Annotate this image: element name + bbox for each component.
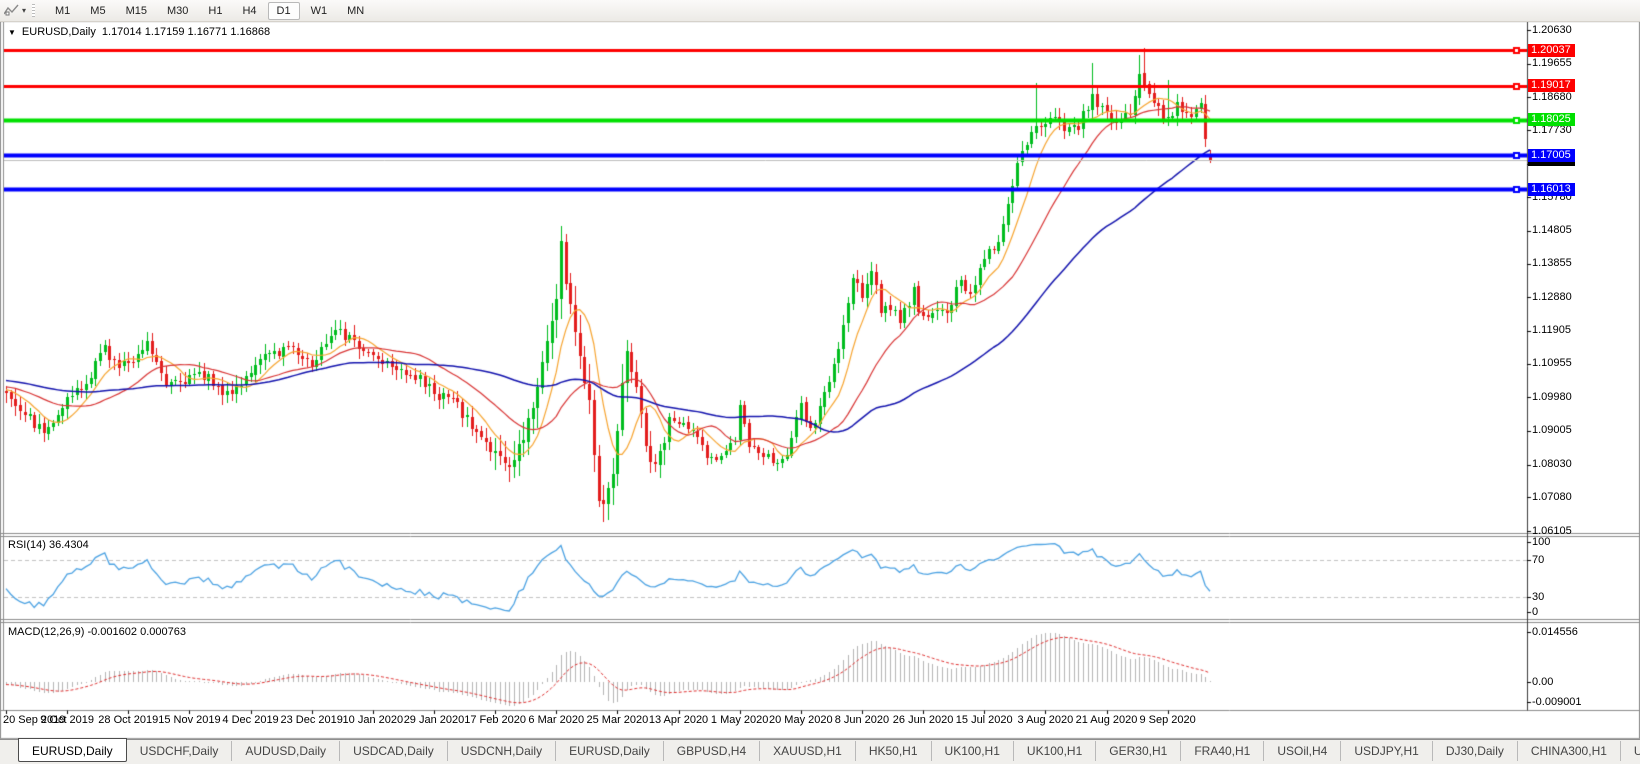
chart-ohlc-readout: 1.17014 1.17159 1.16771 1.16868 [101,26,271,38]
rsi-label: RSI(14) 36.4304 [8,539,89,551]
macd-label: MACD(12,26,9) -0.001602 0.000763 [8,626,186,638]
date-axis-label: 25 Mar 2020 [586,714,649,726]
timeframe-button-m5[interactable]: M5 [90,4,106,17]
line-studies-group: ▾ [0,0,30,21]
price-axis-label: 1.17730 [1532,123,1572,136]
date-axis-label: 3 Aug 2020 [1017,714,1074,726]
price-axis-label: 1.14805 [1532,224,1572,237]
chart-tab[interactable]: USDCHF,Daily [139,744,219,758]
timeframe-button-w1[interactable]: W1 [310,4,328,17]
date-axis-label: 20 May 2020 [768,714,833,726]
price-axis-label: 1.09005 [1532,424,1572,437]
chart-tab-bar: EURUSD,Daily USDCHF,Daily AUDUSD,Daily USDC… [0,738,1640,764]
price-axis-label: 1.12880 [1532,290,1572,303]
rsi-axis-label: 0 [1532,605,1539,618]
level-price-badge: 1.20037 [1528,43,1575,57]
date-axis-label: 28 Oct 2019 [98,714,159,726]
chart-title: ▼ EURUSD,Daily 1.17014 1.17159 1.16771 1… [8,26,270,38]
collapse-caret-icon[interactable]: ▼ [8,27,16,37]
chart-tabs: EURUSD,Daily USDCHF,Daily AUDUSD,Daily USDC… [18,738,1640,762]
date-axis-label: 29 Jan 2020 [403,714,465,726]
chart-tab[interactable]: UK100,H1 [930,741,1013,761]
chart-tab[interactable]: USOil,H1 [1619,741,1640,761]
chart-tab[interactable]: USOil,H4 [1263,741,1340,761]
level-price-badge: 1.18025 [1528,113,1575,127]
price-axis-label: 1.11905 [1532,324,1571,337]
chart-tab[interactable]: FRA40,H1 [1180,741,1263,761]
date-axis-label: 9 Oct 2019 [40,714,95,726]
chart-tab[interactable]: CHINA300,H1 [1516,741,1620,761]
timeframe-toolbar: M1 M5 M15 M30 H1 H4 D1 W1 MN [41,0,378,21]
date-axis-label: 21 Aug 2020 [1075,714,1138,726]
date-axis-label: 8 Jun 2020 [834,714,890,726]
rsi-axis-label: 100 [1532,535,1551,548]
timeframe-button-mn[interactable]: MN [347,4,365,17]
chart-tab[interactable]: EURUSD,Daily [18,738,127,762]
date-axis-label: 15 Jul 2020 [955,714,1013,726]
chart-tab[interactable]: GBPUSD,H4 [662,741,759,761]
chart-tab[interactable]: USDCAD,Daily [339,741,447,761]
date-axis-label: 26 Jun 2020 [892,714,954,726]
timeframe-button-m15[interactable]: M15 [125,4,147,17]
price-axis-label: 1.20630 [1532,23,1572,36]
chart-tab[interactable]: AUDUSD,Daily [231,741,339,761]
chart-tab[interactable]: UK100,H1 [1012,741,1095,761]
chart-tab[interactable]: HK50,H1 [854,741,931,761]
date-axis-label: 1 May 2020 [710,714,769,726]
timeframe-button-m30[interactable]: M30 [166,4,189,17]
price-axis-label: 1.13855 [1532,257,1572,270]
rsi-axis-label: 70 [1532,553,1545,566]
macd-axis-label: 0.014556 [1532,625,1578,638]
timeframe-button-h4[interactable]: H4 [242,4,257,17]
timeframe-button-h1[interactable]: H1 [208,4,223,17]
price-axis-label: 1.18680 [1532,90,1572,103]
chart-tab[interactable]: XAUUSD,H1 [759,741,855,761]
price-axis-label: 1.10955 [1532,357,1572,370]
price-axis-label: 1.07080 [1532,490,1572,503]
rsi-axis-label: 30 [1532,590,1545,603]
date-axis-label: 4 Dec 2019 [222,714,279,726]
macd-axis-label: -0.009001 [1532,695,1582,708]
chart-symbol-label: EURUSD,Daily [21,26,96,38]
level-price-badge: 1.16013 [1528,182,1575,196]
timeframe-button-m1[interactable]: M1 [55,4,71,17]
date-axis-label: 20 Sep 2019 [3,714,66,726]
top-toolbar: ▾ M1 M5 M15 M30 H1 H4 D1 W1 MN [0,0,1640,22]
date-axis-label: 9 Sep 2020 [1139,714,1196,726]
chart-tab[interactable]: DJ30,Daily [1431,741,1517,761]
date-axis-label: 10 Jan 2020 [342,714,404,726]
chart-tab[interactable]: USDCNH,Daily [446,741,555,761]
date-axis-label: 15 Nov 2019 [158,714,221,726]
macd-axis-label: 0.00 [1532,675,1554,688]
date-axis-label: 23 Dec 2019 [280,714,343,726]
line-tool-icon[interactable] [4,4,19,17]
price-axis-label: 1.09980 [1532,390,1572,403]
chart-tab[interactable]: USDJPY,H1 [1340,741,1431,761]
line-tool-caret-icon[interactable]: ▾ [22,6,27,15]
level-price-badge: 1.17005 [1528,148,1575,162]
date-axis-label: 6 Mar 2020 [528,714,585,726]
date-axis-label: 13 Apr 2020 [648,714,709,726]
price-axis-label: 1.06105 [1532,524,1572,537]
chart-tab[interactable]: GER30,H1 [1095,741,1180,761]
price-axis-label: 1.19655 [1532,57,1572,70]
chart-tab[interactable]: EURUSD,Daily [555,741,663,761]
date-axis-label: 17 Feb 2020 [464,714,526,726]
price-axis-label: 1.08030 [1532,458,1572,471]
level-price-badge: 1.19017 [1528,79,1575,93]
toolbar-grip[interactable] [32,4,36,17]
timeframe-button-d1[interactable]: D1 [267,1,300,20]
